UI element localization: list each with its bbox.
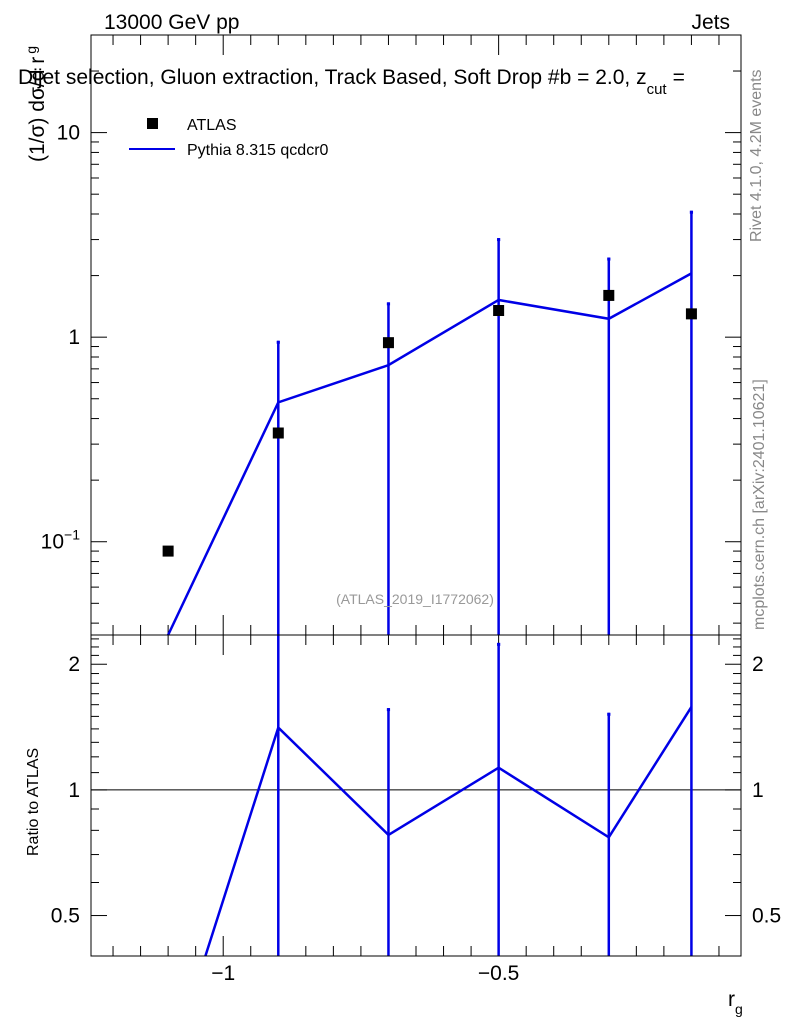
ratio-error-bar-cap	[497, 642, 501, 646]
watermark: (ATLAS_2019_I1772062)	[336, 591, 494, 607]
main-y-tick-label: 10−1	[41, 527, 81, 554]
ratio-series	[91, 635, 741, 956]
main-y-tick-label-exponent: −1	[64, 527, 80, 543]
main-y-axis-title-main: (1/σ) dσ/d r	[26, 57, 49, 162]
main-error-bar-cap	[689, 210, 694, 214]
main-atlas-point	[272, 427, 284, 439]
main-y-tick-label-base: 1	[68, 326, 80, 349]
main-atlas-point	[603, 289, 615, 301]
plot-title: Dijet selection, Gluon extraction, Track…	[18, 66, 685, 98]
main-y-tick-label: 10	[57, 122, 80, 145]
legend-label-atlas: ATLAS	[187, 117, 237, 134]
ratio-y-tick-label: 1	[68, 779, 80, 802]
ratio-axis-ticks: −1 −0.5 0.5 0.5 1 1 2 2	[51, 635, 781, 985]
x-axis-title-sub: g	[735, 1001, 743, 1017]
mcplots-label: mcplots.cern.ch [arXiv:2401.10621]	[751, 379, 768, 630]
ratio-panel: −1 −0.5 0.5 0.5 1 1 2 2 Ratio to ATLAS rg	[25, 634, 781, 1017]
main-y-tick-label: 1	[68, 326, 80, 349]
ratio-error-bar-cap	[607, 712, 611, 716]
main-y-tick-label-base: 10	[41, 531, 64, 554]
beam-label: 13000 GeV pp	[104, 11, 239, 34]
main-error-bar-cap	[607, 257, 611, 261]
plot-title-tail: =	[673, 66, 685, 89]
ratio-pythia-line	[204, 706, 693, 956]
legend-label-pythia: Pythia 8.315 qcdcr0	[187, 142, 329, 159]
ratio-frame	[90, 634, 742, 957]
plot-title-main: Dijet selection, Gluon extraction, Track…	[18, 66, 647, 89]
rivet-label: Rivet 4.1.0, 4.2M events	[748, 69, 765, 242]
x-axis-title: rg	[728, 988, 743, 1017]
ratio-y-tick-label: 0.5	[51, 905, 80, 928]
main-atlas-point	[685, 308, 697, 320]
main-error-bar-cap	[497, 238, 501, 242]
legend-marker-atlas	[147, 118, 158, 129]
main-series	[162, 210, 697, 636]
main-atlas-point	[493, 305, 505, 317]
main-error-bar-cap	[276, 340, 280, 344]
main-y-tick-label-base: 10	[57, 122, 80, 145]
main-pythia-line	[166, 272, 693, 636]
main-atlas-point	[162, 545, 174, 557]
ratio-y-tick-label-right: 0.5	[752, 905, 781, 928]
main-atlas-point	[382, 337, 394, 349]
ratio-y-tick-label-right: 2	[752, 653, 764, 676]
ratio-y-axis-title: Ratio to ATLAS	[25, 748, 42, 856]
x-axis-title-main: r	[728, 988, 735, 1011]
ratio-error-bar-cap	[386, 708, 391, 712]
ratio-x-tick-label: −0.5	[478, 962, 519, 985]
legend: ATLAS Pythia 8.315 qcdcr0	[129, 117, 329, 159]
main-y-axis-title-sub: g	[23, 46, 39, 54]
main-error-bar-cap	[386, 302, 391, 306]
main-y-axis-title: (1/σ) dσ/d r g	[23, 46, 49, 162]
ratio-y-tick-label-right: 1	[752, 779, 764, 802]
ratio-x-tick-label: −1	[211, 962, 235, 985]
process-label: Jets	[691, 11, 730, 34]
plot-title-sub: cut	[647, 81, 668, 98]
ratio-y-tick-label: 2	[68, 653, 80, 676]
